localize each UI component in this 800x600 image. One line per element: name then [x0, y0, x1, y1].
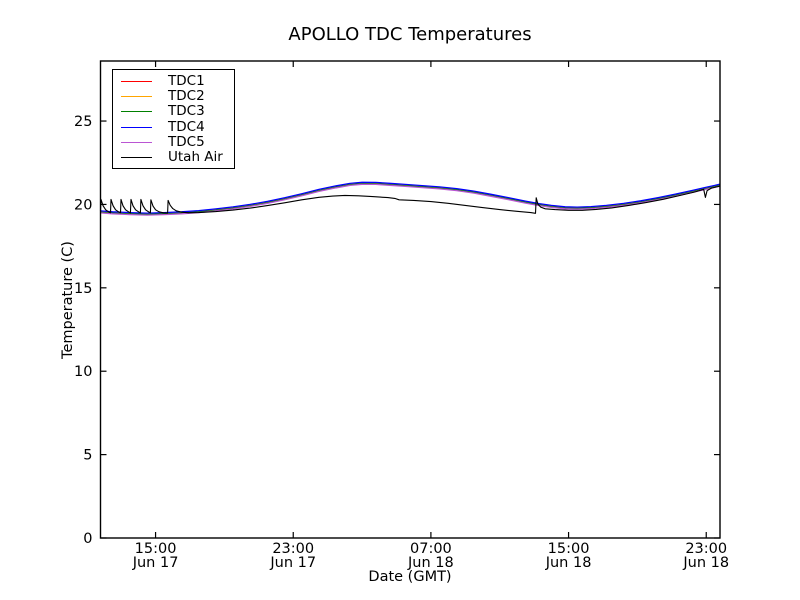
legend-label: TDC2: [168, 88, 205, 105]
legend-item-tdc5: TDC5: [121, 133, 224, 150]
y-axis-label: Temperature (C): [60, 241, 76, 359]
legend-swatch-utah-air: [121, 157, 152, 159]
legend-item-tdc3: TDC3: [121, 104, 224, 119]
x-tick-label-time: 23:00: [685, 541, 727, 557]
legend: TDC1 TDC2 TDC3 TDC4 TDC5 Utah Air: [112, 69, 235, 170]
chart-title: APOLLO TDC Temperatures: [288, 24, 532, 45]
legend-item-tdc4: TDC4: [121, 118, 224, 135]
series-tdc2: [100, 182, 721, 215]
legend-label: TDC5: [168, 133, 205, 150]
plot-border: [99, 60, 721, 539]
legend-label: Utah Air: [168, 148, 223, 165]
x-tick-label-date: Jun 17: [269, 555, 316, 571]
x-tick-label-date: Jun 18: [682, 555, 729, 571]
x-tick-label-time: 23:00: [272, 541, 314, 557]
x-tick-label-date: Jun 17: [132, 555, 179, 571]
y-tick-label: 0: [83, 531, 92, 547]
series-tdc1: [100, 182, 721, 215]
legend-item-utah-air: Utah Air: [121, 148, 224, 165]
y-tick-label: 5: [83, 448, 92, 464]
legend-item-tdc2: TDC2: [121, 88, 224, 105]
x-axis-label: Date (GMT): [368, 569, 452, 585]
x-tick-label-time: 15:00: [548, 541, 590, 557]
legend-swatch-tdc2: [121, 96, 152, 98]
x-tick-label-date: Jun 18: [407, 555, 454, 571]
legend-swatch-tdc3: [121, 111, 152, 113]
y-tick-label: 15: [74, 281, 92, 297]
legend-swatch-tdc4: [121, 126, 152, 128]
y-tick-label: 20: [74, 197, 92, 213]
y-tick-label: 10: [74, 364, 92, 380]
series-utah-air: [99, 185, 721, 214]
legend-item-tdc1: TDC1: [121, 73, 224, 89]
legend-label: TDC1: [168, 73, 205, 89]
legend-swatch-tdc5: [121, 141, 152, 143]
x-tick-label-time: 15:00: [135, 541, 177, 557]
x-tick-label-date: Jun 18: [545, 555, 592, 571]
series-tdc3: [100, 182, 721, 216]
legend-label: TDC3: [168, 103, 205, 120]
x-tick-label-time: 07:00: [410, 541, 452, 557]
y-tick-label: 25: [74, 114, 92, 130]
legend-swatch-tdc1: [121, 81, 152, 83]
series-tdc4: [100, 181, 721, 214]
legend-label: TDC4: [168, 118, 205, 135]
